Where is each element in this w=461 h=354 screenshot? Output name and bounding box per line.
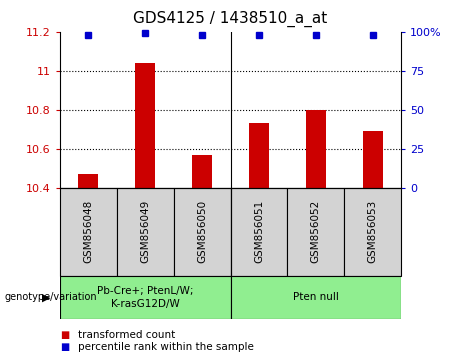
- Bar: [135, 63, 155, 188]
- Bar: [174, 188, 230, 276]
- Text: GDS4125 / 1438510_a_at: GDS4125 / 1438510_a_at: [133, 11, 328, 27]
- Text: GSM856053: GSM856053: [367, 200, 378, 263]
- Bar: [363, 131, 383, 188]
- Text: genotype/variation: genotype/variation: [5, 292, 97, 302]
- Bar: [117, 188, 174, 276]
- Text: GSM856049: GSM856049: [140, 200, 150, 263]
- Bar: [192, 154, 212, 188]
- Bar: [60, 276, 230, 319]
- Text: ■: ■: [60, 330, 69, 339]
- Text: GSM856050: GSM856050: [197, 200, 207, 263]
- Text: ■: ■: [60, 342, 69, 352]
- Text: transformed count: transformed count: [78, 330, 176, 339]
- Text: percentile rank within the sample: percentile rank within the sample: [78, 342, 254, 352]
- Bar: [306, 110, 326, 188]
- Bar: [230, 188, 287, 276]
- Bar: [60, 188, 117, 276]
- Bar: [230, 276, 401, 319]
- Bar: [344, 188, 401, 276]
- Text: Pten null: Pten null: [293, 292, 339, 302]
- Bar: [287, 188, 344, 276]
- Text: GSM856048: GSM856048: [83, 200, 94, 263]
- Bar: [249, 123, 269, 188]
- Text: ▶: ▶: [42, 292, 51, 302]
- Bar: [78, 174, 98, 188]
- Text: Pb-Cre+; PtenL/W;
K-rasG12D/W: Pb-Cre+; PtenL/W; K-rasG12D/W: [97, 286, 194, 309]
- Text: GSM856051: GSM856051: [254, 200, 264, 263]
- Text: GSM856052: GSM856052: [311, 200, 321, 263]
